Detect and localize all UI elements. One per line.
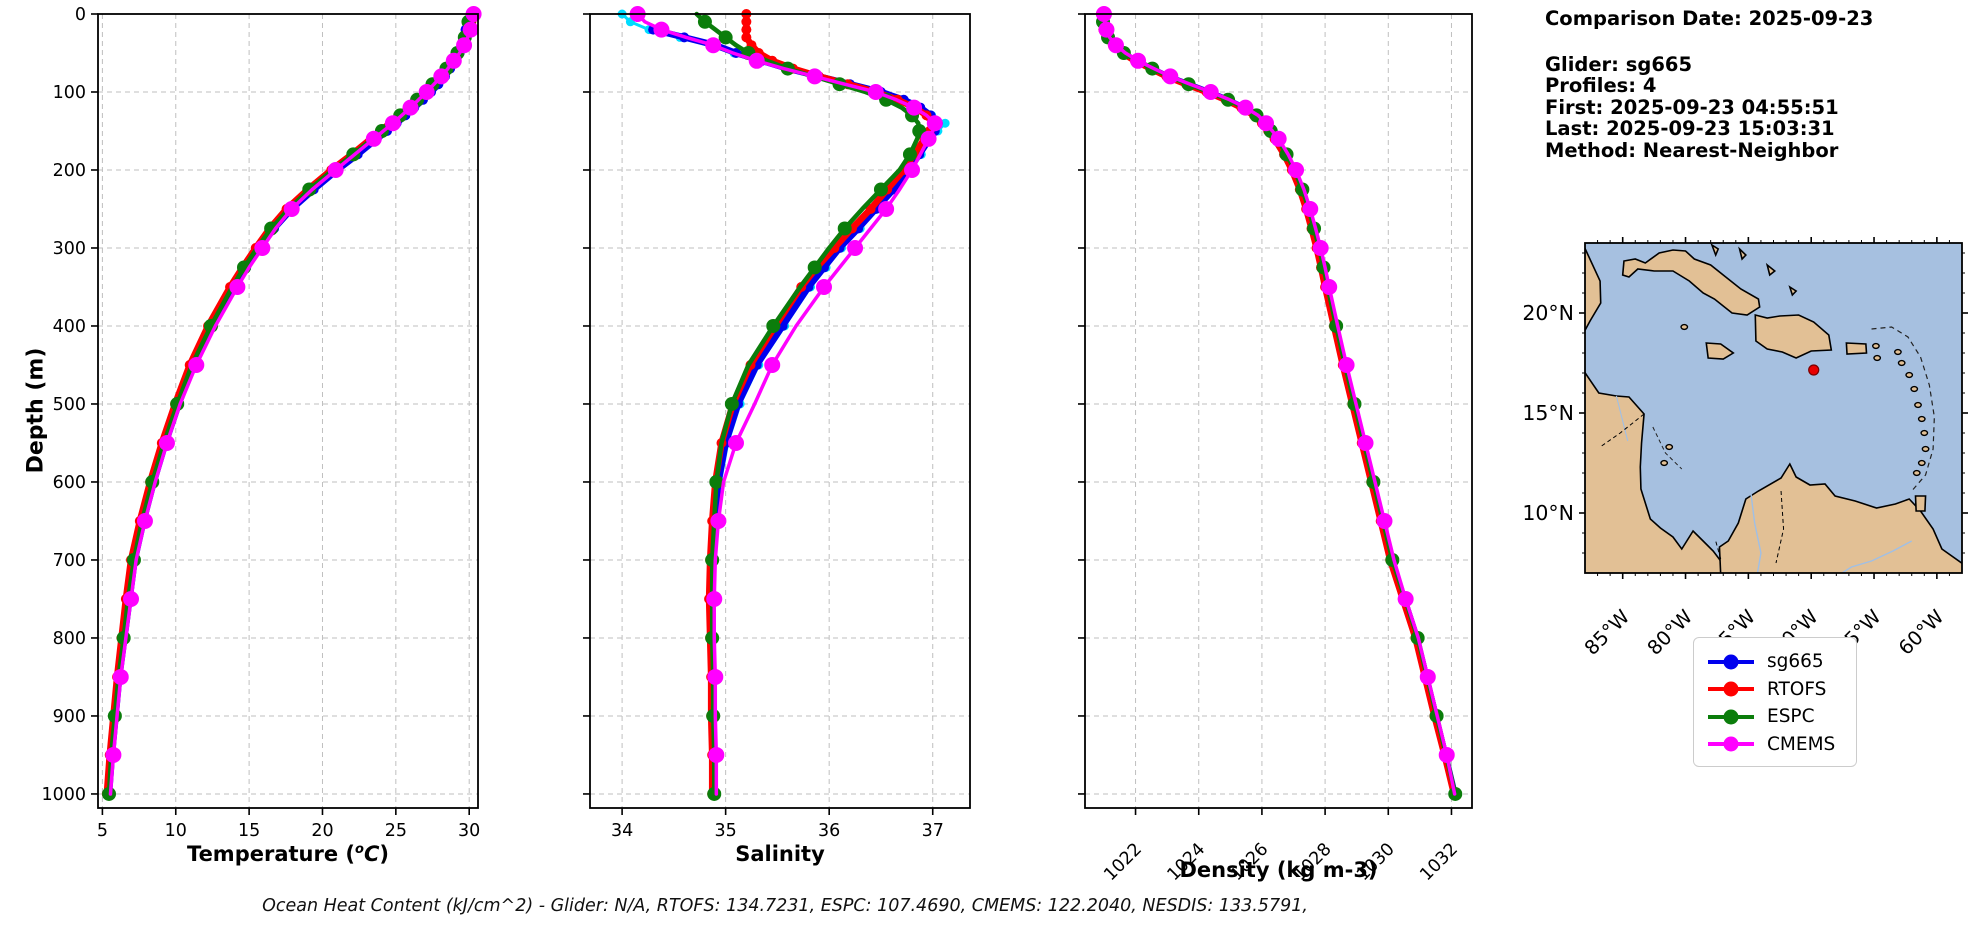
svg-text:100: 100 — [53, 83, 86, 103]
profiles-count: Profiles: 4 — [1545, 74, 1657, 97]
legend-item-cmems: CMEMS — [1708, 731, 1842, 759]
svg-text:800: 800 — [53, 629, 86, 649]
svg-text:600: 600 — [53, 473, 86, 493]
glider-position-marker — [1808, 364, 1820, 376]
first-profile-time: First: 2025-09-23 04:55:51 — [1545, 95, 1839, 119]
legend-label: CMEMS — [1767, 733, 1836, 755]
svg-text:1000: 1000 — [41, 785, 86, 805]
svg-text:5: 5 — [97, 821, 108, 841]
location-map-inset: 20°N15°N10°N85°W 80°W 75°W 70°W 65°W 60°W — [1522, 237, 1968, 660]
legend-box: sg665 RTOFS ESPC CMEMS — [1693, 637, 1857, 767]
map-lat-label: 15°N — [1522, 401, 1574, 425]
glider-name: Glider: sg665 — [1545, 52, 1693, 76]
temperature-axis-label: Temperature (oC) — [187, 842, 389, 866]
svg-text:500: 500 — [53, 395, 86, 415]
legend-item-rtofs: RTOFS — [1708, 676, 1842, 704]
rtofs-line-marker-icon — [1708, 681, 1754, 697]
svg-text:37: 37 — [922, 821, 944, 841]
salinity-axis-label: Salinity — [735, 842, 825, 866]
svg-text:900: 900 — [53, 707, 86, 727]
svg-text:300: 300 — [53, 239, 86, 259]
svg-text:10: 10 — [165, 821, 187, 841]
svg-text:25: 25 — [385, 821, 407, 841]
cmems-line-marker-icon — [1708, 736, 1754, 752]
espc-line-marker-icon — [1708, 709, 1754, 725]
svg-text:34: 34 — [611, 821, 633, 841]
svg-text:400: 400 — [53, 317, 86, 337]
map-lon-label: 80°W — [1643, 605, 1697, 659]
map-lon-label: 85°W — [1580, 605, 1634, 659]
map-lon-label: 60°W — [1894, 605, 1948, 659]
legend-label: ESPC — [1767, 706, 1815, 728]
svg-text:36: 36 — [818, 821, 840, 841]
comparison-date: Comparison Date: 2025-09-23 — [1545, 7, 1874, 30]
svg-text:0: 0 — [75, 5, 86, 25]
comparison-info-block: Comparison Date: 2025-09-23 Glider: sg66… — [1545, 8, 1873, 161]
legend-item-espc: ESPC — [1708, 703, 1842, 731]
map-lat-label: 10°N — [1522, 501, 1574, 525]
sg665-line-marker-icon — [1708, 654, 1754, 670]
svg-text:35: 35 — [714, 821, 736, 841]
svg-text:30: 30 — [458, 821, 480, 841]
svg-text:700: 700 — [53, 551, 86, 571]
map-lat-label: 20°N — [1522, 301, 1574, 325]
interpolation-method: Method: Nearest-Neighbor — [1545, 138, 1839, 162]
ocean-heat-content-caption: Ocean Heat Content (kJ/cm^2) - Glider: N… — [262, 896, 1308, 916]
depth-axis-label: Depth (m) — [23, 347, 49, 474]
legend-item-sg665: sg665 — [1708, 648, 1842, 676]
last-profile-time: Last: 2025-09-23 15:03:31 — [1545, 117, 1835, 140]
legend-label: sg665 — [1767, 651, 1824, 673]
legend-label: RTOFS — [1767, 678, 1827, 700]
svg-text:200: 200 — [53, 161, 86, 181]
svg-text:20: 20 — [311, 821, 333, 841]
info-spacer — [1545, 30, 1873, 54]
density-axis-label: Density (kg m-3) — [1179, 858, 1378, 882]
profile-plots-canvas: 5 10 15 20 25 3001002003004005006007008009001… — [41, 5, 1473, 885]
svg-text:15: 15 — [238, 821, 260, 841]
